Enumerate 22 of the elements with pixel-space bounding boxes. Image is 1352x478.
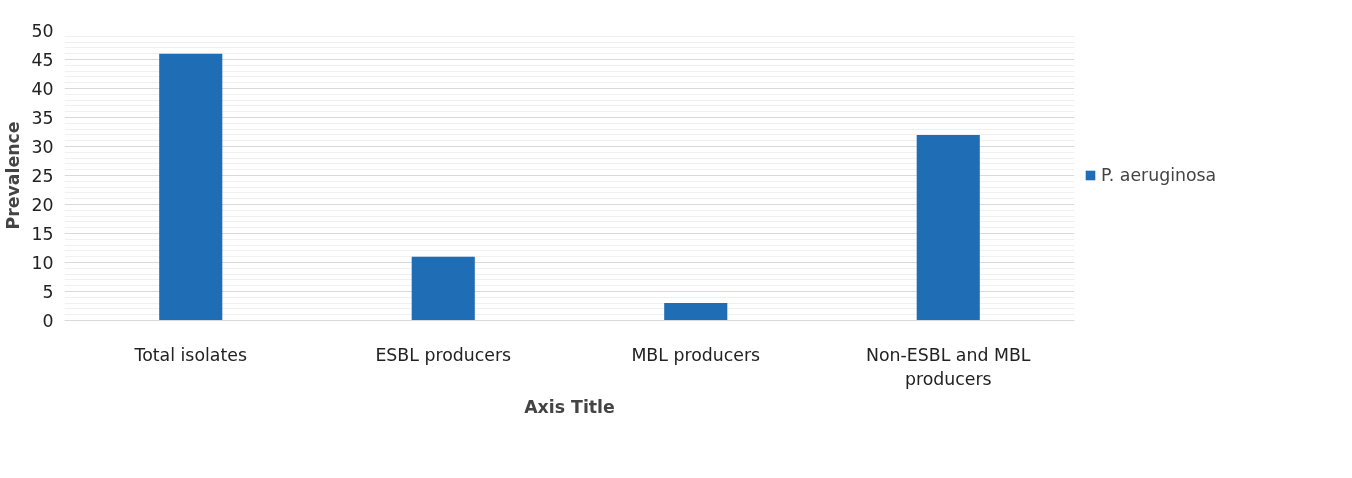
y-axis-title: Prevalence	[3, 121, 24, 230]
legend-label: P. aeruginosa	[1101, 165, 1217, 185]
y-tick-label: 50	[31, 21, 54, 41]
x-axis-title: Axis Title	[524, 396, 615, 417]
bar	[411, 256, 475, 321]
x-tick-label: ESBL producers	[375, 344, 512, 365]
x-tick-label: MBL producers	[631, 344, 761, 365]
y-tick-label: 15	[31, 224, 54, 244]
y-tick-label: 35	[31, 108, 54, 128]
y-tick-label: 45	[31, 50, 54, 70]
x-tick-label: Total isolates	[133, 344, 247, 365]
y-tick-label: 0	[42, 311, 54, 331]
bar	[159, 53, 223, 321]
y-tick-label: 30	[31, 137, 54, 157]
y-tick-label: 5	[42, 282, 54, 302]
bar	[916, 134, 980, 321]
x-tick-label: Non-ESBL and MBL producers	[866, 344, 1031, 389]
y-tick-label: 25	[31, 166, 54, 186]
y-tick-label: 10	[31, 253, 54, 273]
bar	[664, 303, 728, 321]
y-tick-label: 20	[31, 195, 54, 215]
y-tick-label: 40	[31, 79, 54, 99]
